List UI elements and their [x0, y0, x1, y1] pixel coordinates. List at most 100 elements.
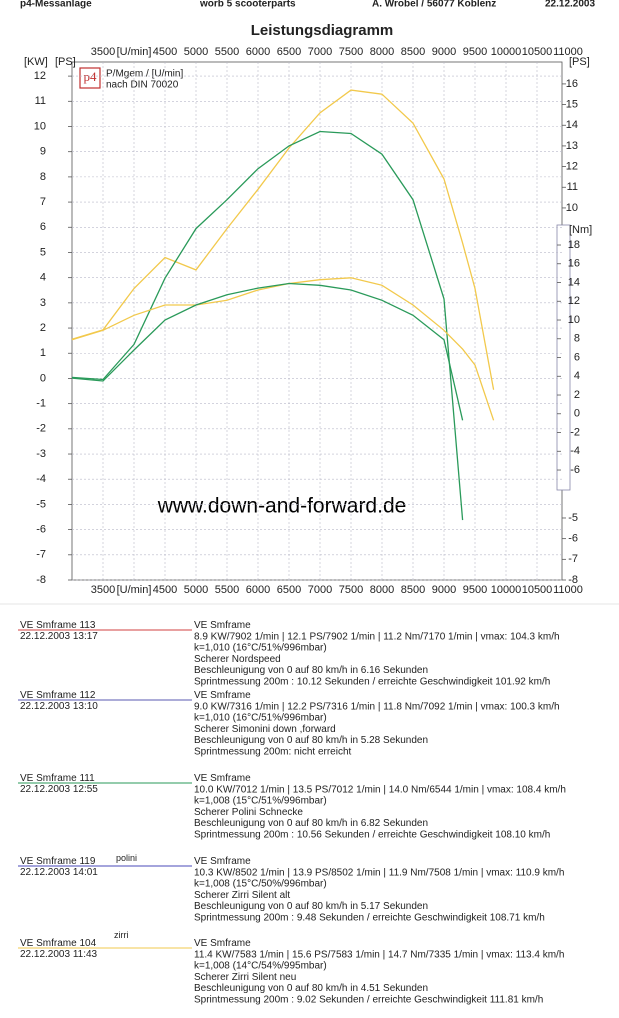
y-tick-label: 9: [40, 146, 46, 158]
series-line: [71, 277, 495, 421]
x-tick-label: 10500: [522, 46, 553, 58]
run-line: Scherer Nordspeed: [194, 654, 281, 665]
x-tick-label: 5500: [215, 46, 239, 58]
run-line: k=1,010 (16°C/51%/996mbar): [194, 643, 327, 654]
x-tick-label: 5000: [184, 584, 208, 596]
x-tick-label: 4500: [153, 46, 177, 58]
x-tick-label: 8000: [370, 584, 394, 596]
run-line: VE Smframe: [194, 620, 251, 631]
y3-tick-label: 16: [568, 258, 580, 270]
y3-axis-label: [Nm]: [569, 224, 592, 236]
x-tick-label: 10500: [522, 584, 553, 596]
y2-tick-label: -7: [568, 553, 578, 565]
x-tick-label: 8000: [370, 46, 394, 58]
y-tick-label: 12: [34, 70, 46, 82]
x-tick-label: 10000: [491, 46, 522, 58]
y-tick-label: 5: [40, 246, 46, 258]
run-line: Beschleunigung von 0 auf 80 km/h in 6.82…: [194, 818, 428, 829]
y-tick-label: -4: [36, 473, 46, 485]
x-tick-label: 7500: [339, 584, 363, 596]
run-line: Beschleunigung von 0 auf 80 km/h in 5.17…: [194, 901, 428, 912]
x-tick-label: 7500: [339, 46, 363, 58]
chart-title: Leistungsdiagramm: [251, 22, 394, 39]
series-line: [71, 89, 495, 390]
y-tick-label: 3: [40, 297, 46, 309]
y3-tick-label: 18: [568, 239, 580, 251]
y-tick-label: -8: [36, 574, 46, 586]
x-tick-label: 8500: [401, 584, 425, 596]
x-tick-label: [U/min]: [117, 584, 152, 596]
y2-tick-label: 15: [566, 98, 578, 110]
y2-axis-label-left: [PS]: [55, 56, 76, 68]
x-tick-label: 6500: [277, 584, 301, 596]
y3-tick-label: 4: [574, 370, 580, 382]
y-tick-label: 7: [40, 196, 46, 208]
run-line: k=1,008 (15°C/51%/996mbar): [194, 796, 327, 807]
run-line: k=1,008 (14°C/54%/995mbar): [194, 961, 327, 972]
header-right: A. Wrobel / 56077 Koblenz: [372, 0, 496, 10]
run-date: 22.12.2003 11:43: [20, 949, 98, 960]
y-tick-label: 10: [34, 120, 46, 132]
run-line: Beschleunigung von 0 auf 80 km/h in 6.16…: [194, 665, 428, 676]
watermark: www.down-and-forward.de: [157, 495, 407, 518]
y-tick-label: 11: [35, 95, 46, 107]
run-note: polini: [116, 853, 137, 863]
run-name: VE Smframe 112: [20, 690, 96, 701]
x-tick-label: 9000: [432, 46, 456, 58]
x-tick-label: 3500: [91, 46, 115, 58]
y-tick-label: -7: [36, 549, 46, 561]
x-tick-label: 9500: [463, 584, 487, 596]
x-tick-label: 5000: [184, 46, 208, 58]
series-line: [71, 130, 464, 521]
y2-tick-label: 10: [566, 202, 578, 214]
run-line: k=1,008 (15°C/50%/996mbar): [194, 879, 327, 890]
header-date: 22.12.2003: [545, 0, 595, 10]
run-line: Scherer Polini Schnecke: [194, 807, 303, 818]
run-line: 8.9 KW/7902 1/min | 12.1 PS/7902 1/min |…: [194, 631, 560, 642]
logo-box: [79, 67, 101, 89]
y-tick-label: 4: [40, 272, 46, 284]
run-line: Sprintmessung 200m : 9.48 Sekunden / err…: [194, 913, 545, 924]
run-date: 22.12.2003 13:10: [20, 701, 98, 712]
x-tick-label: 10000: [491, 584, 522, 596]
y3-tick-label: 8: [574, 333, 580, 345]
x-tick-label: 6500: [277, 46, 301, 58]
x-tick-label: 3500: [91, 584, 115, 596]
x-tick-label: 7000: [308, 46, 332, 58]
run-line: Sprintmessung 200m : 9.02 Sekunden / err…: [194, 995, 543, 1006]
run-name: VE Smframe 111: [20, 773, 95, 784]
run-name: VE Smframe 104: [20, 938, 97, 949]
y2-tick-label: -8: [568, 574, 578, 586]
y-tick-label: -2: [36, 423, 46, 435]
run-line: VE Smframe: [194, 690, 251, 701]
x-tick-label: 9000: [432, 584, 456, 596]
y2-tick-label: 14: [566, 119, 578, 131]
x-tick-label: [U/min]: [117, 46, 152, 58]
legend-text: P/Mgem / [U/min]: [106, 69, 183, 80]
y3-tick-label: -2: [570, 426, 580, 438]
y-tick-label: 2: [40, 322, 46, 334]
y-tick-label: -6: [36, 524, 46, 536]
run-date: 22.12.2003 12:55: [20, 784, 98, 795]
run-line: 11.4 KW/7583 1/min | 15.6 PS/7583 1/min …: [194, 949, 564, 960]
y-tick-label: -3: [36, 448, 46, 460]
x-tick-label: 6000: [246, 46, 270, 58]
run-line: VE Smframe: [194, 856, 251, 867]
y2-tick-label: 16: [566, 78, 578, 90]
run-line: VE Smframe: [194, 938, 251, 949]
y2-tick-label: 11: [567, 181, 578, 193]
y3-tick-label: 0: [574, 408, 580, 420]
x-tick-label: 7000: [308, 584, 332, 596]
run-date: 22.12.2003 13:17: [20, 631, 98, 642]
y3-tick-label: 10: [568, 314, 580, 326]
run-line: Sprintmessung 200m : 10.12 Sekunden / er…: [194, 677, 550, 688]
run-line: Scherer Zirri Silent neu: [194, 972, 296, 983]
y3-tick-label: 14: [568, 276, 580, 288]
run-line: Beschleunigung von 0 auf 80 km/h in 4.51…: [194, 983, 428, 994]
x-tick-label: 5500: [215, 584, 239, 596]
logo: p4: [84, 69, 98, 84]
run-line: Scherer Zirri Silent alt: [194, 890, 290, 901]
y3-tick-label: 6: [574, 351, 580, 363]
y2-axis-label: [PS]: [569, 56, 590, 68]
